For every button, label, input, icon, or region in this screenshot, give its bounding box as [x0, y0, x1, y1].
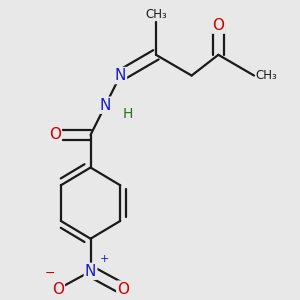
Text: H: H: [122, 107, 133, 121]
Text: +: +: [100, 254, 109, 264]
Text: O: O: [117, 282, 129, 297]
Text: N: N: [115, 68, 126, 83]
Text: CH₃: CH₃: [145, 8, 167, 21]
Text: CH₃: CH₃: [256, 69, 277, 82]
Text: O: O: [49, 128, 61, 142]
Text: N: N: [85, 264, 96, 279]
Text: O: O: [212, 18, 224, 33]
Text: N: N: [100, 98, 111, 113]
Text: −: −: [45, 267, 56, 280]
Text: O: O: [52, 282, 64, 297]
